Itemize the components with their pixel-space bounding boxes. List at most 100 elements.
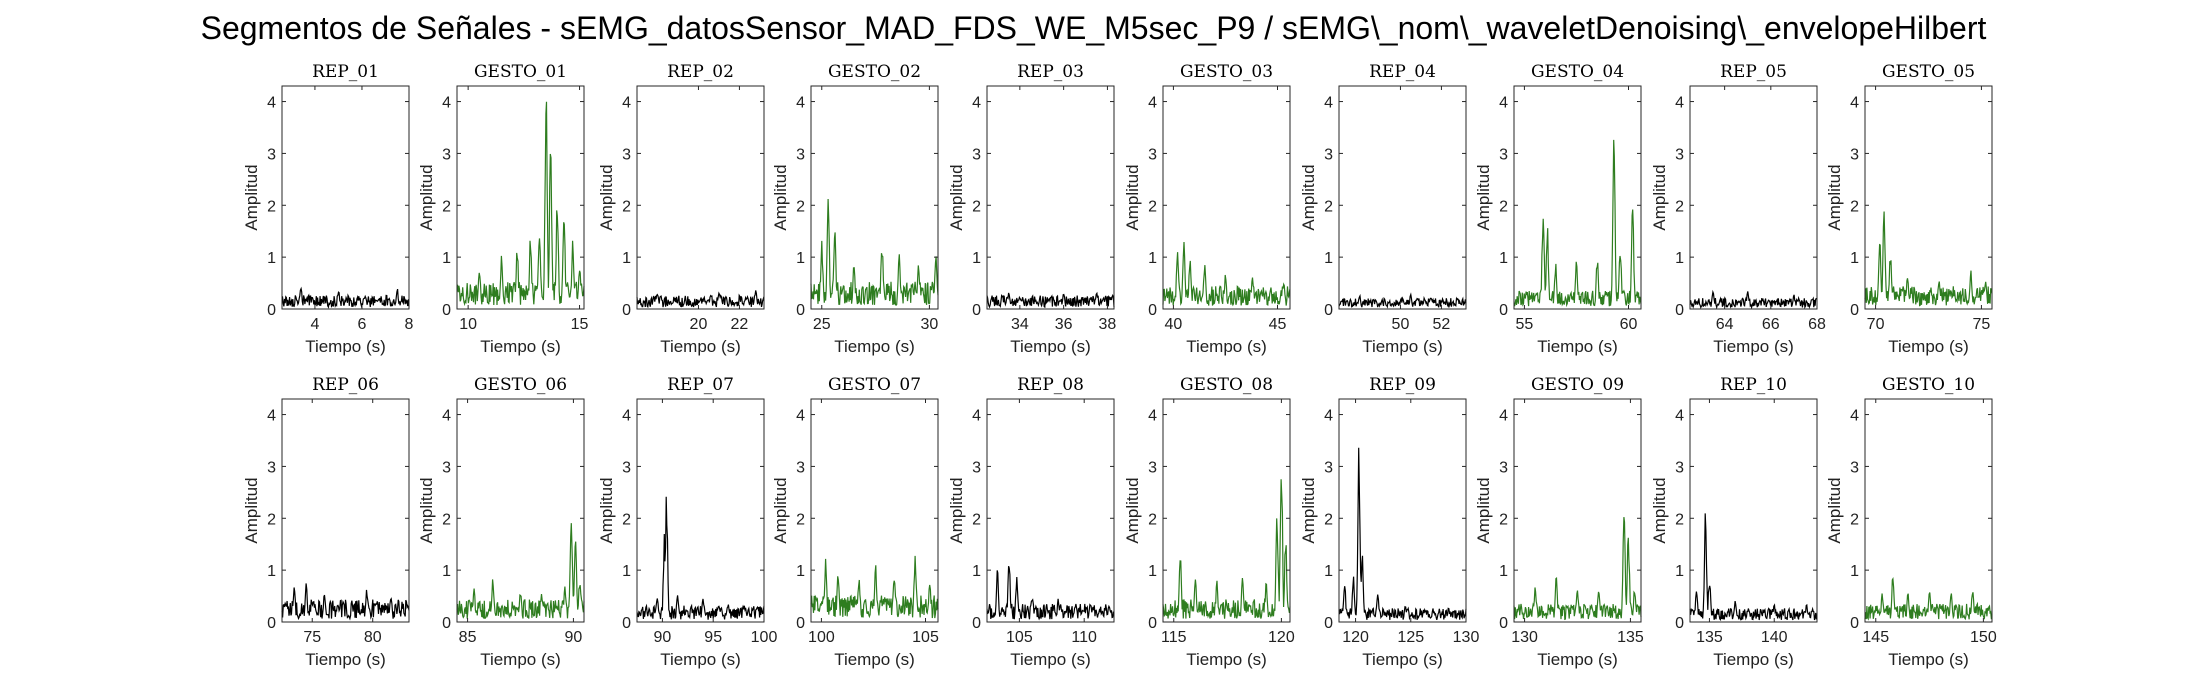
- x-axis-label: Tiempo (s): [305, 650, 386, 669]
- signal-line: [1689, 513, 1818, 622]
- x-tick-label: 90: [654, 629, 672, 646]
- y-axis-label: Amplitud: [597, 164, 616, 230]
- x-axis-label: Tiempo (s): [660, 337, 741, 356]
- x-tick-label: 64: [1716, 316, 1734, 333]
- subplot-rep-09: REP_09 0 1 2 3 4 120 125 130 Tiempo (s) Amplitud: [1299, 375, 1479, 669]
- x-tick-label: 110: [1071, 629, 1097, 646]
- y-tick-label: 2: [796, 198, 805, 215]
- x-axis-label: Tiempo (s): [1713, 650, 1794, 669]
- x-tick-label: 135: [1696, 629, 1723, 646]
- x-tick-label: 145: [1862, 629, 1889, 646]
- x-tick-label: 68: [1808, 316, 1826, 333]
- y-tick-label: 3: [1850, 459, 1859, 476]
- y-tick-label: 3: [1499, 146, 1508, 163]
- y-tick-label: 2: [1850, 198, 1859, 215]
- y-tick-label: 1: [1324, 563, 1333, 580]
- subplot-title: GESTO_01: [474, 62, 567, 82]
- axes-box: [636, 85, 765, 310]
- axes-box: [281, 85, 410, 310]
- y-axis-label: Amplitud: [1299, 164, 1318, 230]
- axes-box: [1513, 85, 1642, 310]
- y-tick-label: 0: [972, 615, 981, 632]
- y-tick-label: 4: [796, 408, 805, 425]
- y-axis-label: Amplitud: [1123, 477, 1142, 543]
- y-tick-label: 3: [442, 459, 451, 476]
- y-tick-label: 1: [267, 250, 276, 267]
- subplot-title: REP_05: [1720, 62, 1787, 82]
- subplot-title: REP_01: [312, 62, 379, 82]
- y-tick-label: 2: [972, 511, 981, 528]
- subplot-title: REP_04: [1369, 62, 1436, 82]
- x-tick-label: 140: [1761, 629, 1788, 646]
- y-axis-label: Amplitud: [242, 164, 261, 230]
- y-axis-label: Amplitud: [1123, 164, 1142, 230]
- subplot-title: GESTO_02: [828, 62, 921, 82]
- x-axis-label: Tiempo (s): [480, 337, 561, 356]
- y-tick-label: 1: [972, 563, 981, 580]
- y-axis-label: Amplitud: [1299, 477, 1318, 543]
- y-tick-label: 4: [1675, 95, 1684, 112]
- x-tick-label: 25: [813, 316, 831, 333]
- signal-line: [1513, 139, 1642, 308]
- y-tick-label: 2: [442, 511, 451, 528]
- y-tick-label: 4: [1499, 408, 1508, 425]
- x-tick-label: 8: [405, 316, 414, 333]
- subplot-rep-07: REP_07 0 1 2 3 4 90 95 100 Tiempo (s) Amplitud: [597, 375, 777, 669]
- y-tick-label: 3: [1499, 459, 1508, 476]
- subplot-title: REP_08: [1017, 375, 1084, 395]
- signal-line: [1162, 479, 1291, 619]
- y-axis-label: Amplitud: [1825, 477, 1844, 543]
- x-tick-label: 130: [1511, 629, 1538, 646]
- y-tick-label: 4: [1850, 408, 1859, 425]
- y-tick-label: 3: [1675, 146, 1684, 163]
- y-axis-label: Amplitud: [947, 477, 966, 543]
- y-tick-label: 2: [1148, 198, 1157, 215]
- y-tick-label: 3: [972, 146, 981, 163]
- y-axis-label: Amplitud: [1650, 164, 1669, 230]
- y-tick-label: 4: [972, 95, 981, 112]
- y-tick-label: 1: [267, 563, 276, 580]
- x-tick-label: 120: [1268, 629, 1295, 646]
- y-tick-label: 3: [267, 146, 276, 163]
- subplot-title: REP_10: [1720, 375, 1787, 395]
- y-tick-label: 2: [442, 198, 451, 215]
- y-tick-label: 3: [1324, 459, 1333, 476]
- signal-line: [456, 523, 585, 619]
- x-tick-label: 125: [1397, 629, 1424, 646]
- y-tick-label: 1: [1499, 563, 1508, 580]
- x-axis-label: Tiempo (s): [1713, 337, 1794, 356]
- y-tick-label: 2: [622, 198, 631, 215]
- y-tick-label: 4: [267, 95, 276, 112]
- subplot-title: GESTO_03: [1180, 62, 1273, 82]
- x-tick-label: 22: [731, 316, 749, 333]
- signal-line: [636, 290, 765, 309]
- axes-box: [986, 398, 1115, 623]
- y-tick-label: 0: [1850, 302, 1859, 319]
- y-axis-label: Amplitud: [417, 164, 436, 230]
- signal-line: [810, 198, 939, 306]
- x-tick-label: 36: [1055, 316, 1073, 333]
- axes-box: [1864, 85, 1993, 310]
- x-axis-label: Tiempo (s): [834, 337, 915, 356]
- axes-box: [1162, 398, 1291, 623]
- y-tick-label: 1: [1850, 250, 1859, 267]
- y-tick-label: 0: [442, 615, 451, 632]
- y-tick-label: 2: [796, 511, 805, 528]
- y-tick-label: 4: [622, 95, 631, 112]
- x-tick-label: 66: [1762, 316, 1780, 333]
- subplot-title: REP_07: [667, 375, 734, 395]
- signal-line: [986, 566, 1115, 621]
- y-tick-label: 1: [1850, 563, 1859, 580]
- y-tick-label: 3: [1148, 146, 1157, 163]
- x-axis-label: Tiempo (s): [660, 650, 741, 669]
- signal-line: [810, 555, 939, 619]
- y-tick-label: 0: [1324, 302, 1333, 319]
- y-tick-label: 0: [622, 615, 631, 632]
- y-tick-label: 0: [1499, 615, 1508, 632]
- subplot-rep-02: REP_02 0 1 2 3 4 20 22 Tiempo (s) Amplitud: [597, 62, 765, 356]
